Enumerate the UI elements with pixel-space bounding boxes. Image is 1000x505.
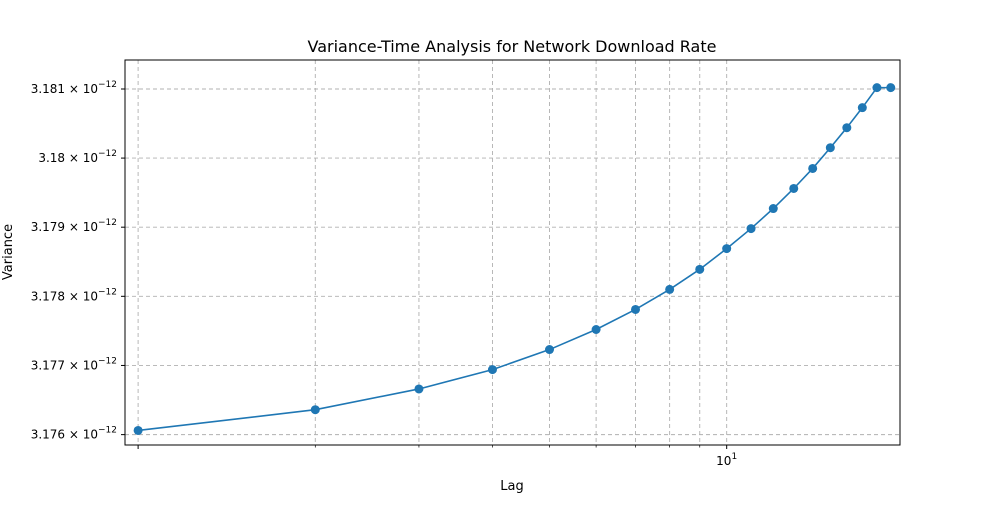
y-tick-label: 3.181 × 10−12 bbox=[31, 80, 117, 96]
x-axis-label: Lag bbox=[500, 479, 523, 494]
data-point bbox=[808, 163, 818, 173]
y-tick-label: 3.18 × 10−12 bbox=[38, 149, 117, 165]
data-point bbox=[631, 304, 641, 314]
x-axis-ticks: 101 bbox=[137, 445, 737, 468]
data-point bbox=[789, 183, 799, 193]
data-point bbox=[133, 425, 143, 435]
data-point bbox=[591, 325, 601, 334]
data-point bbox=[310, 405, 320, 415]
axes-frame bbox=[124, 59, 901, 446]
data-point bbox=[414, 384, 424, 394]
data-point bbox=[545, 345, 555, 355]
y-tick-label: 3.176 × 10−12 bbox=[31, 426, 117, 442]
data-point bbox=[886, 83, 896, 93]
data-point bbox=[872, 83, 882, 93]
data-point bbox=[487, 365, 497, 375]
x-tick-label: 101 bbox=[716, 452, 737, 468]
data-point bbox=[825, 143, 835, 153]
series-layer bbox=[133, 83, 896, 435]
y-tick-label: 3.179 × 10−12 bbox=[31, 218, 117, 234]
data-point bbox=[857, 103, 867, 113]
y-tick-label: 3.178 × 10−12 bbox=[31, 287, 117, 303]
data-point bbox=[768, 204, 778, 214]
chart-title: Variance-Time Analysis for Network Downl… bbox=[308, 37, 717, 56]
data-point bbox=[842, 123, 852, 133]
y-axis-ticks: 3.176 × 10−12 3.177 × 10−12 3.178 × 10−12 3… bbox=[31, 80, 125, 442]
data-point bbox=[695, 264, 705, 274]
data-point bbox=[722, 244, 732, 254]
grid-lines bbox=[125, 60, 900, 445]
y-tick-label: 3.177 × 10−12 bbox=[31, 356, 117, 372]
data-point bbox=[746, 224, 756, 234]
y-axis-label: Variance bbox=[1, 224, 16, 280]
data-point bbox=[665, 284, 675, 294]
